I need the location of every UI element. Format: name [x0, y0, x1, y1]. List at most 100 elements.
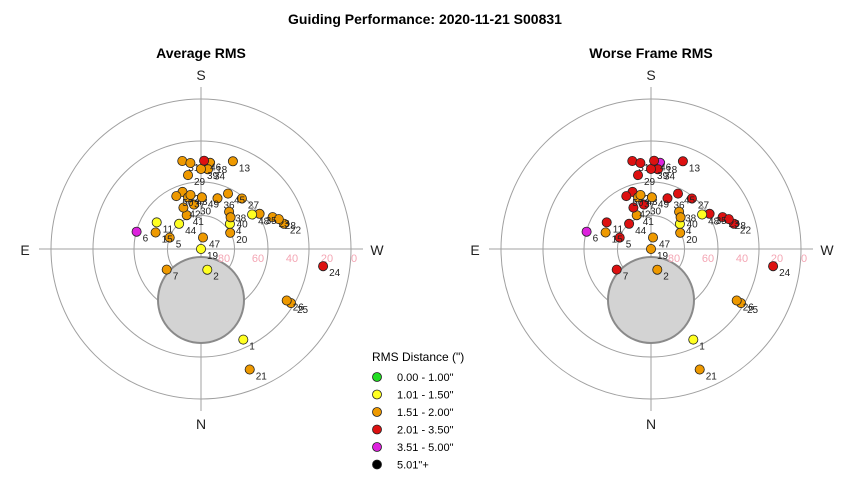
data-point	[164, 232, 175, 243]
point-label: 19	[207, 251, 219, 262]
point-label: 20	[236, 235, 248, 246]
point-label: 11	[613, 224, 624, 235]
data-point	[581, 226, 592, 237]
point-label: 30	[200, 207, 212, 218]
point-label: 1	[249, 342, 255, 353]
data-point	[621, 191, 632, 202]
point-label: 15	[162, 235, 174, 246]
altitude-tick-label: 0	[351, 253, 357, 265]
data-point	[624, 218, 635, 229]
point-label: 38	[235, 214, 247, 225]
point-label: 41	[643, 217, 655, 228]
data-point	[174, 218, 185, 229]
point-label: 23	[729, 219, 741, 230]
point-label: 47	[209, 240, 221, 251]
point-label: 6	[143, 234, 149, 245]
data-point	[222, 188, 233, 199]
legend-item-label: 1.01 - 1.50"	[397, 390, 454, 402]
altitude-tick-label: 60	[702, 253, 714, 265]
data-point	[673, 188, 684, 199]
point-label: 22	[740, 226, 752, 237]
legend-swatch	[372, 442, 382, 452]
data-point	[731, 295, 742, 306]
point-label: 13	[239, 163, 251, 174]
point-label: 24	[329, 268, 341, 279]
point-label: 34	[214, 171, 226, 182]
point-label: 23	[279, 219, 291, 230]
data-point	[225, 227, 236, 238]
point-label: 37	[644, 199, 656, 210]
data-point	[131, 226, 142, 237]
direction-label: S	[646, 67, 655, 83]
point-label: 42	[189, 210, 201, 221]
data-point	[171, 191, 182, 202]
point-label: 31	[188, 163, 200, 174]
point-label: 39	[207, 171, 219, 182]
altitude-tick-label: 80	[218, 253, 230, 265]
point-label: 5	[176, 240, 182, 251]
data-point	[150, 227, 161, 238]
data-point	[178, 202, 189, 213]
legend-item-label: 2.01 - 3.50"	[397, 425, 454, 437]
legend-title: RMS Distance (")	[372, 350, 464, 364]
data-point	[185, 189, 196, 200]
exclusion-zone	[157, 256, 245, 344]
figure-title: Guiding Performance: 2020-11-21 S00831	[288, 11, 562, 27]
direction-label: N	[646, 416, 656, 432]
point-label: 11	[163, 224, 174, 235]
point-label: 18	[216, 165, 228, 176]
data-point	[247, 209, 258, 220]
data-point	[182, 170, 193, 181]
data-point	[614, 232, 625, 243]
point-label: 32	[189, 194, 201, 205]
legend-swatch	[372, 407, 382, 417]
point-label: 43	[197, 197, 209, 208]
point-label: 49	[208, 199, 220, 210]
point-label: 45	[234, 196, 246, 207]
point-label: 36	[224, 200, 236, 211]
data-point	[238, 334, 249, 345]
data-point	[601, 217, 612, 228]
point-label: 38	[685, 214, 697, 225]
data-point	[635, 189, 646, 200]
legend-swatch	[372, 459, 382, 470]
direction-label: W	[820, 242, 834, 258]
altitude-tick-label: 0	[801, 253, 807, 265]
point-label: 39	[657, 171, 669, 182]
data-point	[177, 155, 188, 166]
point-label: 2	[213, 272, 219, 283]
point-label: 34	[664, 171, 676, 182]
data-point	[646, 243, 657, 254]
altitude-tick-label: 60	[252, 253, 264, 265]
legend-swatch	[372, 389, 382, 400]
direction-label: E	[20, 242, 29, 258]
data-point	[281, 295, 292, 306]
point-label: 26	[293, 303, 305, 314]
point-label: 22	[290, 226, 302, 237]
data-point	[635, 157, 646, 168]
data-point	[646, 163, 657, 174]
data-point	[188, 199, 199, 210]
point-label: 28	[735, 221, 747, 232]
point-label: 13	[689, 163, 701, 174]
legend-item-label: 1.51 - 2.00"	[397, 407, 454, 419]
point-label: 46	[660, 163, 672, 174]
data-point	[273, 214, 284, 225]
data-point	[212, 193, 223, 204]
data-point	[244, 364, 255, 375]
data-point	[196, 192, 207, 203]
point-label: 44	[635, 226, 647, 237]
point-label: 7	[623, 272, 629, 283]
direction-label: S	[196, 67, 205, 83]
legend-item-label: 3.51 - 5.00"	[397, 442, 454, 454]
data-point	[199, 155, 210, 166]
data-point	[628, 202, 639, 213]
point-label: 6	[593, 234, 599, 245]
data-point	[600, 227, 611, 238]
point-label: 24	[779, 268, 791, 279]
point-label: 44	[185, 226, 197, 237]
point-label: 20	[686, 235, 698, 246]
data-point	[195, 243, 206, 254]
